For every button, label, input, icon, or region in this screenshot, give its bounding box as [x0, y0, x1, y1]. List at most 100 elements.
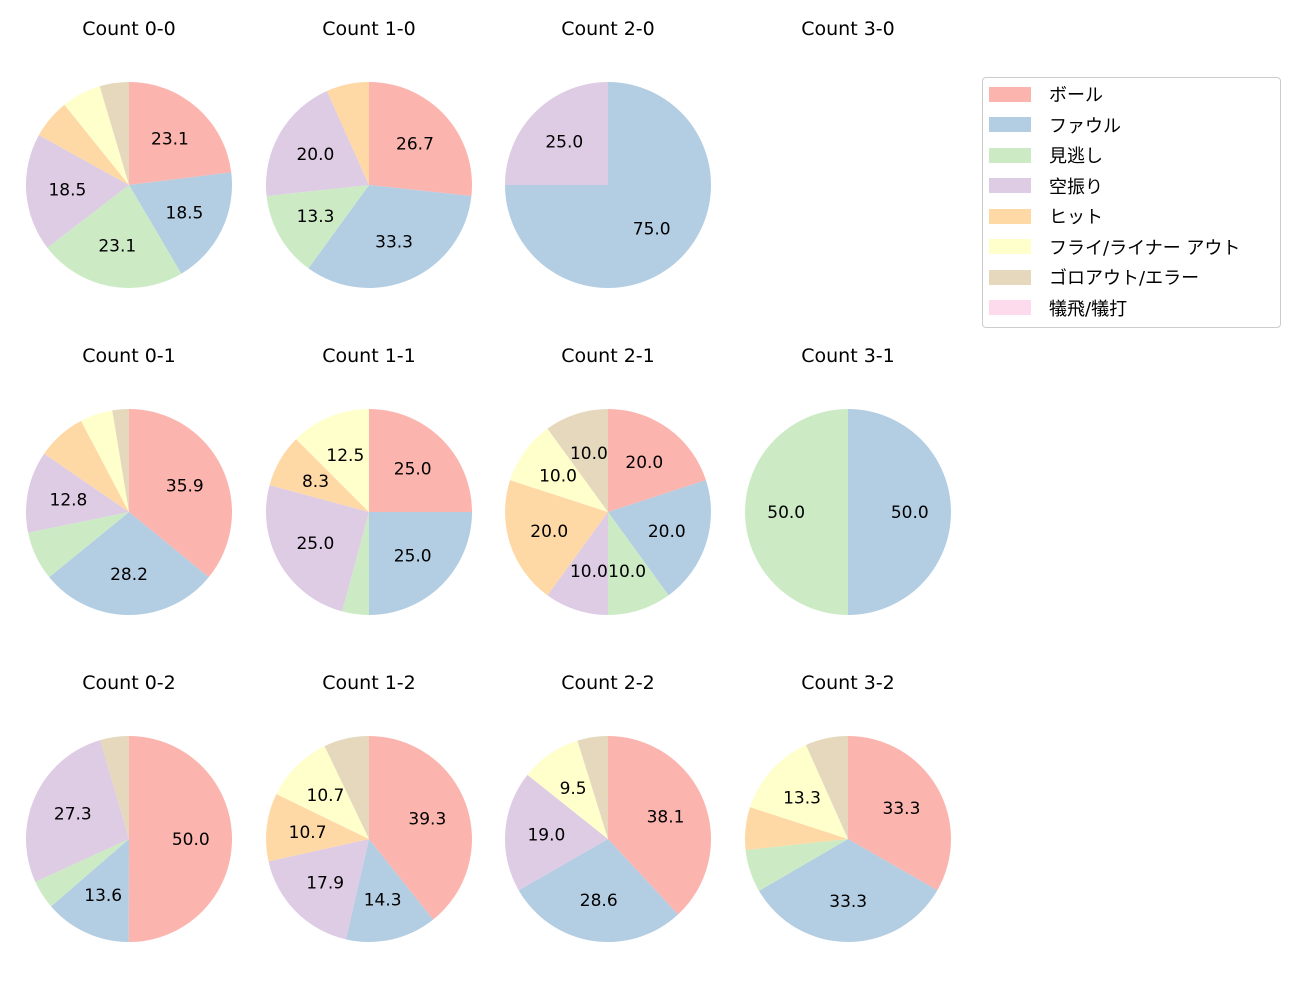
slice-label: 10.0 [570, 562, 608, 582]
pie-slice [51, 839, 130, 942]
pie-slice [269, 439, 369, 512]
slice-label: 8.3 [302, 472, 329, 492]
pie-slice [745, 409, 848, 615]
slice-label: 10.0 [570, 444, 608, 464]
pie-slice [608, 409, 706, 512]
slice-label: 20.0 [296, 145, 334, 165]
pie-title: Count 0-0 [82, 18, 176, 40]
pie-slice [268, 839, 369, 940]
legend-swatch [989, 117, 1031, 132]
slice-label: 27.3 [54, 804, 92, 824]
pie-slice [759, 839, 938, 942]
legend-label: ファウル [1049, 115, 1121, 137]
pie-slice [296, 409, 369, 512]
slice-label: 33.3 [829, 892, 867, 912]
pie-slice [100, 736, 129, 839]
pie-slice [745, 839, 848, 891]
pie-slice [848, 736, 951, 891]
pie-slice [547, 512, 608, 615]
legend-label: 犠飛/犠打 [1049, 298, 1128, 320]
pie-slice [129, 172, 232, 274]
slice-label: 26.7 [396, 135, 434, 155]
legend-swatch [989, 147, 1031, 163]
pie-slice [112, 409, 129, 512]
pie-slice [608, 480, 711, 596]
pie-slice [547, 409, 608, 512]
slice-label: 10.0 [539, 467, 577, 487]
slice-label: 23.1 [98, 237, 136, 257]
pie-title: Count 1-2 [322, 672, 416, 694]
legend-label: 見逃し [1049, 146, 1103, 167]
legend-label: ヒット [1049, 207, 1103, 228]
legend-item: 空振り [989, 171, 1103, 201]
slice-label: 33.3 [375, 232, 413, 252]
slice-label: 20.0 [648, 522, 686, 542]
pie-slice [805, 736, 848, 839]
pie-slice [265, 90, 369, 196]
slice-label: 10.7 [307, 786, 345, 806]
slice-label: 18.5 [48, 181, 86, 201]
legend-label: 空振り [1049, 176, 1103, 198]
pie-slice [342, 512, 369, 615]
pie-title: Count 2-0 [561, 18, 655, 40]
slice-label: 39.3 [408, 810, 446, 830]
slice-label: 75.0 [633, 220, 671, 240]
legend-swatch [989, 178, 1031, 193]
pie-slice [128, 736, 233, 943]
slice-label: 20.0 [530, 522, 568, 542]
pie-title: Count 1-1 [322, 345, 416, 367]
pie-slice [26, 453, 130, 533]
pie-slice [129, 82, 232, 185]
slice-label: 10.0 [608, 562, 646, 582]
legend-item: ゴロアウト/エラー [989, 262, 1199, 292]
pie-slice [505, 480, 608, 596]
pie-slice [518, 839, 679, 942]
legend-item: ファウル [989, 110, 1121, 140]
pie-slice [49, 512, 209, 615]
slice-label: 19.0 [527, 825, 565, 845]
slice-label: 35.9 [166, 477, 204, 497]
legend-label: ボール [1049, 85, 1103, 106]
pie-slice [750, 744, 848, 839]
pie-slice [28, 512, 130, 578]
pie-slice [64, 86, 129, 185]
legend-swatch [989, 208, 1031, 224]
pie-title: Count 3-1 [801, 345, 895, 367]
legend-item: フライ/ライナー アウト [989, 232, 1240, 262]
slice-label: 12.8 [50, 491, 88, 511]
pie-slice [369, 512, 472, 615]
slice-label: 50.0 [767, 503, 805, 523]
legend-label: フライ/ライナー アウト [1049, 237, 1241, 259]
pie-slice [577, 736, 608, 839]
legend-label: ゴロアウト/エラー [1049, 268, 1200, 289]
slice-label: 33.3 [883, 799, 921, 819]
slice-label: 12.5 [326, 446, 364, 466]
legend: ボールファウル見逃し空振りヒットフライ/ライナー アウト ゴロアウト/エラー 犠飛/… [982, 77, 1281, 328]
pie-slice [25, 740, 129, 882]
slice-label: 25.0 [394, 547, 432, 567]
legend-item: ボール [989, 79, 1103, 109]
pie-slice [44, 420, 129, 512]
legend-swatch [989, 269, 1031, 285]
slice-label: 25.0 [394, 459, 432, 479]
slice-label: 10.7 [289, 823, 327, 843]
pie-slice [369, 82, 472, 196]
pie-slice [38, 104, 130, 185]
pie-title: Count 3-2 [801, 672, 895, 694]
legend-swatch [989, 86, 1031, 102]
pie-title: Count 1-0 [322, 18, 416, 40]
legend-swatch [989, 239, 1031, 254]
slice-label: 13.3 [297, 207, 335, 227]
pie-slice [99, 82, 129, 185]
pie-slice [265, 793, 369, 862]
pie-slice [369, 736, 472, 920]
slice-label: 20.0 [625, 453, 663, 473]
pie-slice [25, 135, 130, 248]
pie-slice [47, 185, 182, 288]
pie-slice [369, 409, 472, 512]
pie-slice [129, 409, 233, 578]
pie-slice [324, 736, 369, 839]
slice-label: 50.0 [172, 830, 210, 850]
slice-label: 18.5 [166, 203, 204, 223]
